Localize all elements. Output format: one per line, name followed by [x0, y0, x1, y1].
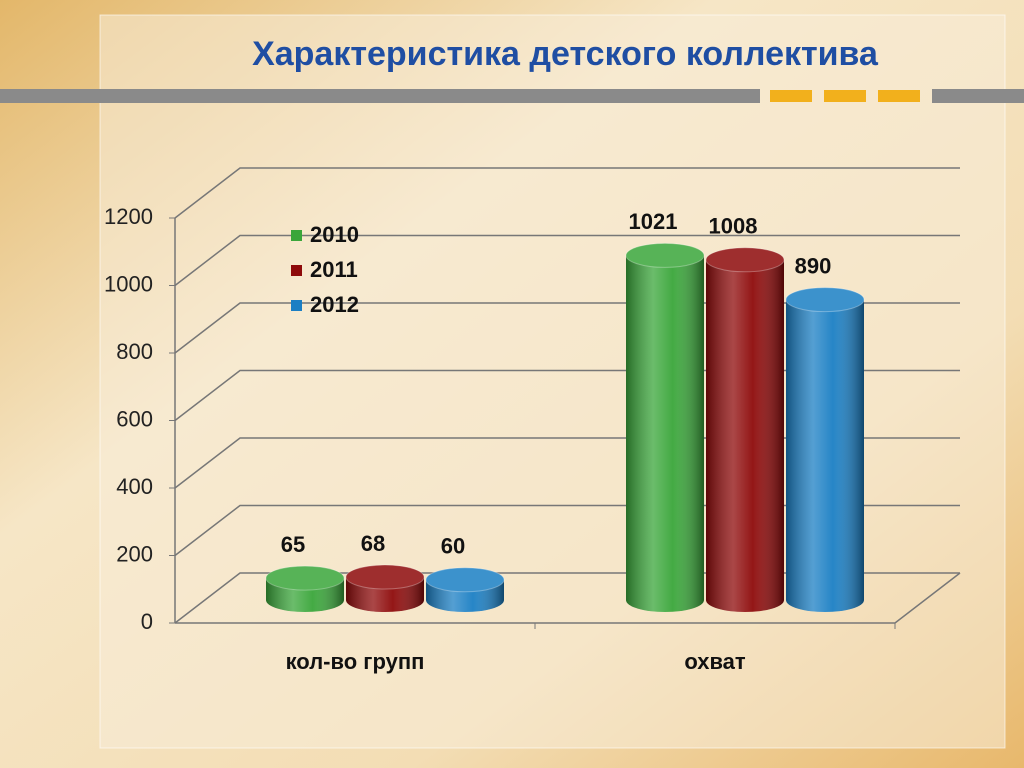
bar-top-shading — [786, 287, 864, 312]
bar-top — [265, 565, 345, 591]
data-label: 1021 — [629, 209, 678, 234]
y-tick-label: 800 — [116, 339, 153, 364]
bar-top-shading — [346, 565, 424, 590]
legend-swatch — [291, 265, 302, 276]
bar-shading — [706, 259, 784, 612]
y-tick-label: 400 — [116, 474, 153, 499]
data-label: 68 — [361, 531, 385, 556]
bar-top — [785, 287, 865, 313]
header-stripe — [0, 89, 760, 103]
bar-top — [705, 247, 785, 273]
y-tick-label: 1200 — [104, 204, 153, 229]
chart-title: Характеристика детского коллектива — [252, 35, 879, 73]
grid-line — [174, 234, 960, 287]
legend-swatch — [291, 230, 302, 241]
data-label: 1008 — [709, 214, 758, 239]
bar-top-shading — [426, 567, 504, 592]
chart-panel — [99, 14, 1006, 749]
y-tick-label: 200 — [116, 541, 153, 566]
bar-top — [425, 567, 505, 593]
legend-label: 2010 — [310, 222, 359, 247]
header-stripe — [932, 89, 1024, 103]
y-tick-label: 1000 — [104, 271, 153, 296]
data-label: 60 — [441, 534, 465, 559]
legend-label: 2011 — [310, 257, 358, 282]
x-tick-label: кол-во групп — [286, 649, 425, 674]
header-block — [878, 90, 920, 102]
x-tick-label: охват — [684, 649, 746, 674]
grid-line — [174, 167, 960, 219]
header-block — [770, 90, 812, 102]
data-label: 890 — [795, 253, 832, 278]
bar-shading — [786, 299, 864, 612]
bar-top-shading — [266, 566, 344, 591]
header-block — [824, 90, 866, 102]
y-tick-label: 600 — [116, 406, 153, 431]
bar-top-shading — [626, 243, 704, 268]
bar-shading — [626, 255, 704, 612]
y-tick-label: 0 — [141, 609, 153, 634]
legend-swatch — [291, 300, 302, 311]
bar-top — [345, 564, 425, 590]
legend-label: 2012 — [310, 292, 359, 317]
data-label: 65 — [281, 532, 305, 557]
bar-top-shading — [706, 247, 784, 272]
bar-top — [625, 242, 705, 268]
